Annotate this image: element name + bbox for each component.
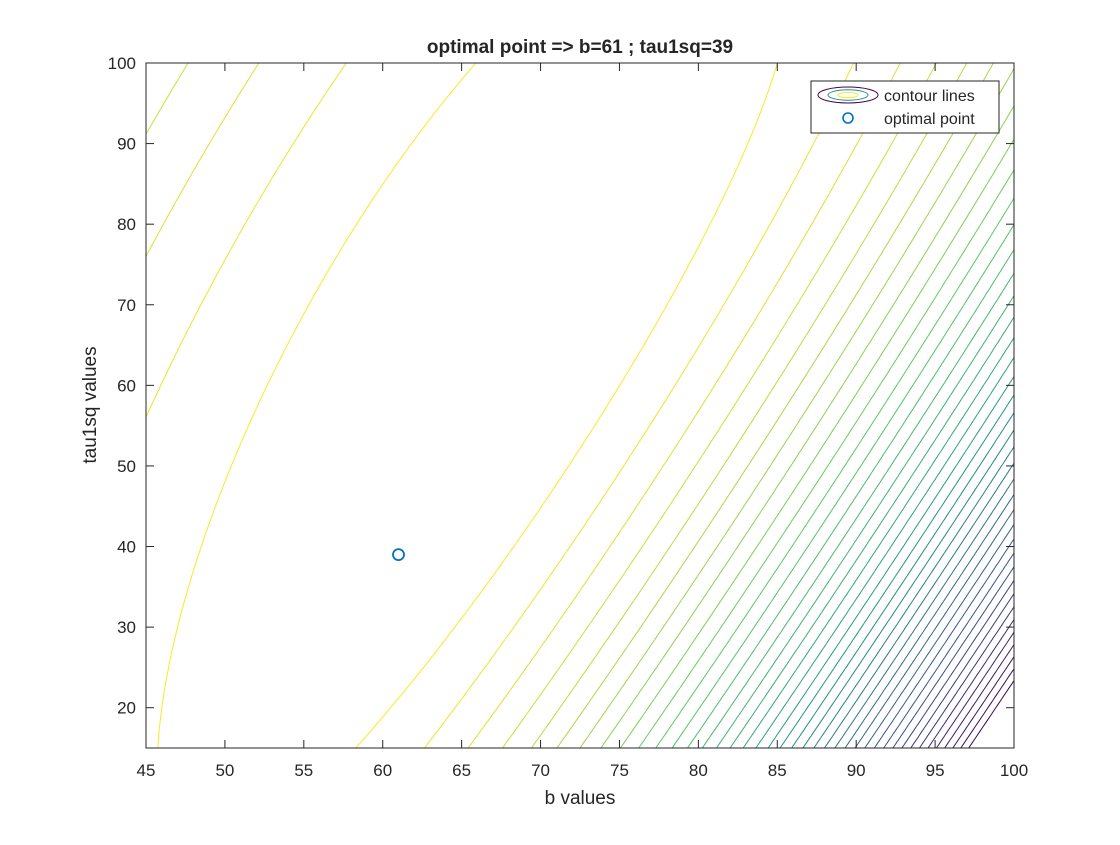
legend-optimal-point-marker <box>842 112 854 124</box>
optimal-point-marker <box>392 548 405 561</box>
contour-line <box>834 478 1014 748</box>
y-tick-label: 20 <box>117 699 136 718</box>
axes: 45 50 55 60 65 70 75 80 85 90 95 100 20 30 40 50 60 70 80 9… <box>108 54 1029 780</box>
contour-line <box>791 412 1014 748</box>
x-tick-label: 80 <box>689 761 708 780</box>
contour-line <box>600 105 1014 748</box>
contour-line <box>864 524 1014 748</box>
y-tick-label: 100 <box>108 54 136 73</box>
contour-line <box>873 538 1014 748</box>
y-tick-label: 60 <box>117 376 136 395</box>
contour-line <box>638 169 1014 748</box>
contour-line <box>901 580 1014 748</box>
contour-line <box>655 197 1014 748</box>
legend-contour-icon <box>817 86 879 104</box>
contour-line <box>157 63 778 748</box>
plot-background <box>146 63 1014 748</box>
x-tick-label: 75 <box>610 761 629 780</box>
x-tick-label: 50 <box>215 761 234 780</box>
x-tick-label: 70 <box>531 761 550 780</box>
axes-box <box>145 62 1015 749</box>
contour-line <box>530 63 968 748</box>
contour-line <box>892 566 1014 748</box>
contour-lines <box>146 63 1014 748</box>
contour-line <box>146 63 855 748</box>
contour-line <box>944 644 1014 748</box>
contour-line <box>927 619 1014 748</box>
contour-line <box>779 394 1014 748</box>
y-tick-label: 50 <box>117 457 136 476</box>
x-tick-label: 85 <box>768 761 787 780</box>
contour-line <box>742 337 1014 748</box>
contour-line <box>919 606 1014 748</box>
y-tick-label: 90 <box>117 135 136 154</box>
contour-line <box>935 631 1014 748</box>
y-axis-label: tau1sq values <box>80 346 101 463</box>
chart-title: optimal point => b=61 ; tau1sq=39 <box>427 37 733 58</box>
contour-line <box>910 593 1014 748</box>
legend: contour lines optimal point <box>810 80 1000 134</box>
contour-line <box>844 494 1014 748</box>
contour-line <box>716 295 1014 748</box>
contour-line <box>556 63 994 748</box>
contour-line <box>952 656 1014 748</box>
contour-line <box>767 376 1014 748</box>
y-tick-label: 30 <box>117 618 136 637</box>
contour-line <box>883 552 1014 748</box>
x-tick-label: 95 <box>926 761 945 780</box>
contour-line <box>701 272 1014 748</box>
contour-line <box>960 668 1014 748</box>
contour-line <box>824 462 1014 748</box>
contour-line <box>687 249 1014 748</box>
contour-line <box>813 446 1014 748</box>
x-tick-label: 100 <box>1000 761 1028 780</box>
x-tick-label: 65 <box>452 761 471 780</box>
y-tick-label: 80 <box>117 215 136 234</box>
legend-box <box>810 80 1000 134</box>
x-tick-label: 55 <box>294 761 313 780</box>
contour-line <box>968 680 1014 748</box>
contour-line <box>802 429 1014 748</box>
legend-label-optimal-point: optimal point <box>884 111 975 128</box>
legend-label-contour-lines: contour lines <box>884 88 975 105</box>
x-tick-label: 90 <box>847 761 866 780</box>
y-tick-label: 70 <box>117 296 136 315</box>
x-tick-label: 60 <box>373 761 392 780</box>
optimal-point-layer <box>392 548 405 561</box>
contour-line <box>755 357 1014 748</box>
x-axis-label: b values <box>545 788 616 809</box>
y-tick-label: 40 <box>117 538 136 557</box>
x-tick-label: 45 <box>137 761 156 780</box>
